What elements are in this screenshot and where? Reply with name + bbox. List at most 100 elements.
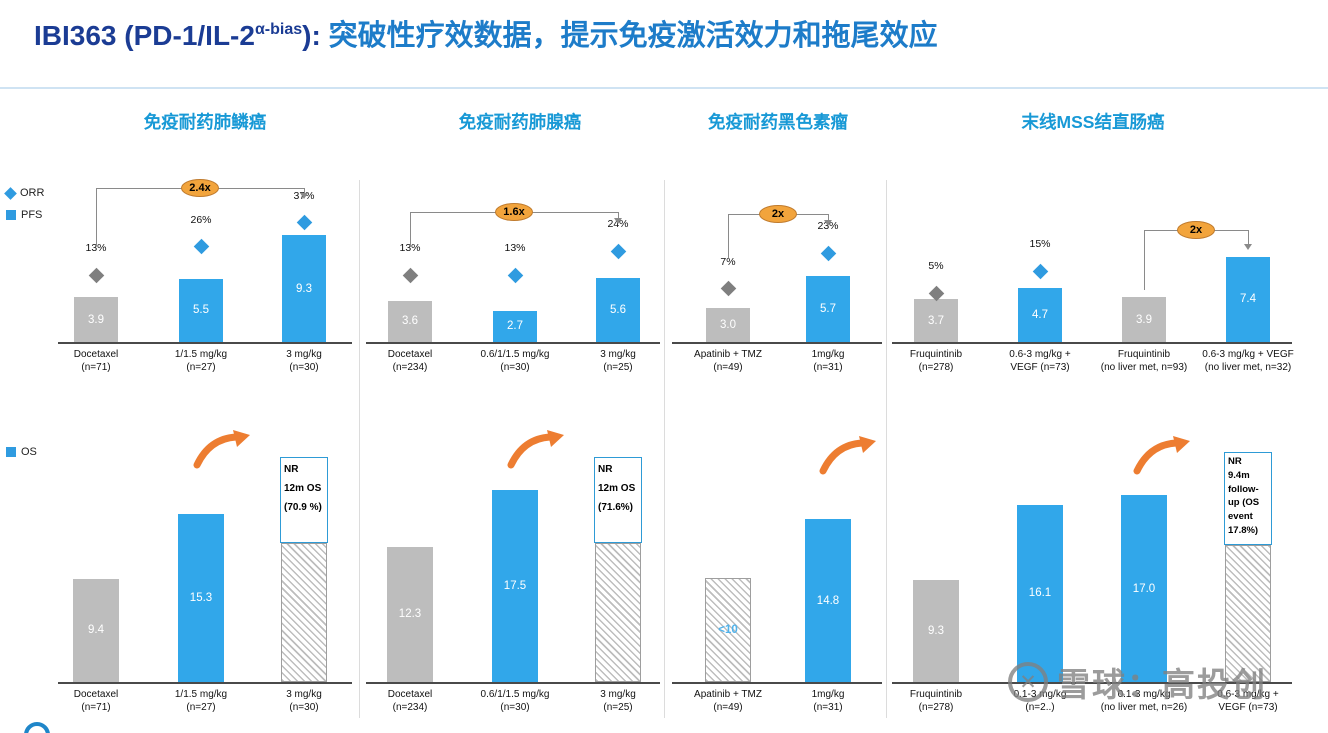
axis-label-line1: Fruquintinib [909, 689, 963, 700]
axis-label-line1: Apatinib + TMZ [694, 689, 762, 700]
axis-label-line1: 1mg/kg [811, 689, 845, 700]
axis-label-line2: (n=27) [186, 702, 216, 713]
os-bar-value: 17.0 [1132, 582, 1156, 595]
pfs-axis-line [366, 342, 660, 344]
trend-arrow-icon [1132, 436, 1190, 476]
axis-label-line1: 1/1.5 mg/kg [174, 689, 228, 700]
section-title: 末线MSS结直肠癌 [1021, 112, 1165, 132]
os-bar-value: 16.1 [1028, 587, 1052, 600]
os-bar-value: 9.3 [928, 624, 944, 637]
axis-label-line2: (no liver met, n=26) [1100, 702, 1188, 713]
os-axis-line [892, 682, 1292, 684]
nr-note-line: NR [598, 464, 613, 475]
axis-label-line1: 1mg/kg [811, 349, 845, 360]
orr-diamond-icon [1032, 263, 1048, 279]
axis-label-line2: (n=31) [813, 362, 843, 373]
orr-value-label: 24% [607, 218, 629, 231]
axis-label-line2: (n=31) [813, 702, 843, 713]
axis-label-line1: 0.6/1/1.5 mg/kg [480, 689, 550, 700]
orr-diamond-icon [193, 239, 209, 255]
os-bar-value: 17.5 [503, 579, 527, 592]
orr-value-label: 5% [928, 260, 944, 272]
os-bar-nr-hatched [281, 543, 327, 682]
os-axis-label: Docetaxel (n=71) [38, 688, 154, 714]
axis-label-line1: Fruquintinib [1117, 349, 1171, 360]
section-divider [359, 180, 360, 718]
os-axis-line [58, 682, 352, 684]
os-axis-label: 3 mg/kg (n=25) [560, 688, 676, 714]
orr-diamond-icon [928, 285, 944, 301]
pfs-axis-label: 0.6/1/1.5 mg/kg (n=30) [457, 348, 573, 374]
os-axis-label: 0.6/1/1.5 mg/kg (n=30) [457, 688, 573, 714]
watermark-separator: ： [1127, 666, 1162, 703]
axis-label-line1: 3 mg/kg [286, 689, 322, 700]
orr-diamond-icon [720, 280, 736, 297]
axis-label-line2: (no liver met, n=93) [1100, 362, 1188, 373]
pfs-axis-label: Docetaxel (n=71) [38, 348, 154, 374]
pfs-bar-value: 9.3 [296, 282, 312, 295]
os-bar [73, 578, 119, 682]
orr-diamond-icon [402, 267, 418, 284]
section-divider [664, 180, 665, 718]
watermark: ✕ 雪球：高投创 [1008, 658, 1267, 706]
pfs-axis-label: 0.6-3 mg/kg + VEGF (n=73) [982, 348, 1098, 374]
nr-note-line: 12m OS [598, 483, 636, 494]
nr-note-line: (71.6%) [598, 502, 634, 513]
axis-label-line2: (n=278) [918, 362, 954, 373]
os-bar [913, 579, 959, 682]
os-bar-hatched [705, 577, 751, 682]
orr-value-label: 15% [1029, 238, 1051, 250]
bracket-line-right [1248, 230, 1250, 244]
orr-value-label: 13% [504, 242, 526, 255]
axis-label-line1: 0.1-3 mg/kg [1117, 689, 1171, 700]
os-bar [492, 489, 538, 682]
bracket-line-left [410, 212, 412, 247]
os-bar [1017, 504, 1063, 682]
axis-label-line1: 0.6-3 mg/kg + VEGF [1202, 349, 1294, 360]
bracket-line-right [304, 188, 306, 193]
axis-label-line2: (n=278) [918, 702, 954, 713]
nr-note-line: 17.8%) [1228, 524, 1259, 536]
title-superscript: α-bias [254, 21, 303, 38]
orr-value-label: 13% [399, 242, 421, 255]
trend-arrow-icon [506, 430, 564, 470]
axis-label-line1: 1/1.5 mg/kg [174, 349, 228, 360]
pfs-axis-line [892, 342, 1292, 344]
pfs-square-icon [6, 210, 16, 220]
pfs-axis-label: 1mg/kg (n=31) [770, 348, 886, 374]
os-axis-label: 1/1.5 mg/kg (n=27) [143, 688, 259, 714]
os-bar-value: 12.3 [398, 608, 422, 621]
os-bar [805, 519, 851, 682]
orr-diamond-icon [296, 214, 312, 231]
orr-value-label: 13% [85, 242, 107, 255]
axis-label-line2: (n=25) [603, 702, 633, 713]
title-en: IBI363 (PD-1/IL-2 [34, 20, 255, 51]
bracket-line-left [96, 188, 98, 246]
pfs-bar [706, 307, 750, 342]
bottom-logo-icon [24, 722, 50, 733]
axis-label-line1: Apatinib + TMZ [694, 349, 762, 360]
nr-note-line: (70.9 %) [284, 502, 322, 513]
bracket-line-left [728, 214, 730, 258]
os-bar-nr-hatched [595, 543, 641, 682]
os-bar [1121, 495, 1167, 682]
axis-label-line2: (n=30) [289, 702, 319, 713]
nr-note-line: follow- [1228, 483, 1259, 495]
pfs-axis-line [58, 342, 352, 344]
pfs-bar [596, 277, 640, 342]
pfs-axis-label: Apatinib + TMZ (n=49) [670, 348, 786, 374]
pfs-bar-value: 3.9 [88, 313, 104, 326]
pfs-axis-label: 1/1.5 mg/kg (n=27) [143, 348, 259, 374]
os-bar [387, 546, 433, 682]
pfs-bar [388, 300, 432, 342]
axis-label-line2: (n=30) [500, 702, 530, 713]
axis-label-line1: Docetaxel [73, 349, 119, 360]
multiplier-badge: 2x [1177, 221, 1215, 239]
os-bar-nr-hatched [1225, 545, 1271, 682]
os-axis-label: 3 mg/kg (n=30) [246, 688, 362, 714]
axis-label-line1: 0.6-3 mg/kg + [1009, 349, 1071, 360]
bracket-line-right [618, 212, 620, 218]
page-title: IBI363 (PD-1/IL-2α-bias): 突破性疗效数据，提示免疫激活… [34, 12, 938, 54]
os-axis-label: Fruquintinib (n=278) [878, 688, 994, 714]
